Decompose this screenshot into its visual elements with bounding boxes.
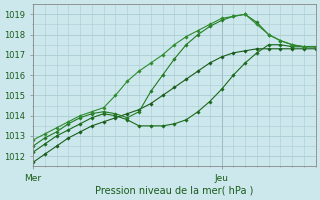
X-axis label: Pression niveau de la mer( hPa ): Pression niveau de la mer( hPa ) [95,186,253,196]
